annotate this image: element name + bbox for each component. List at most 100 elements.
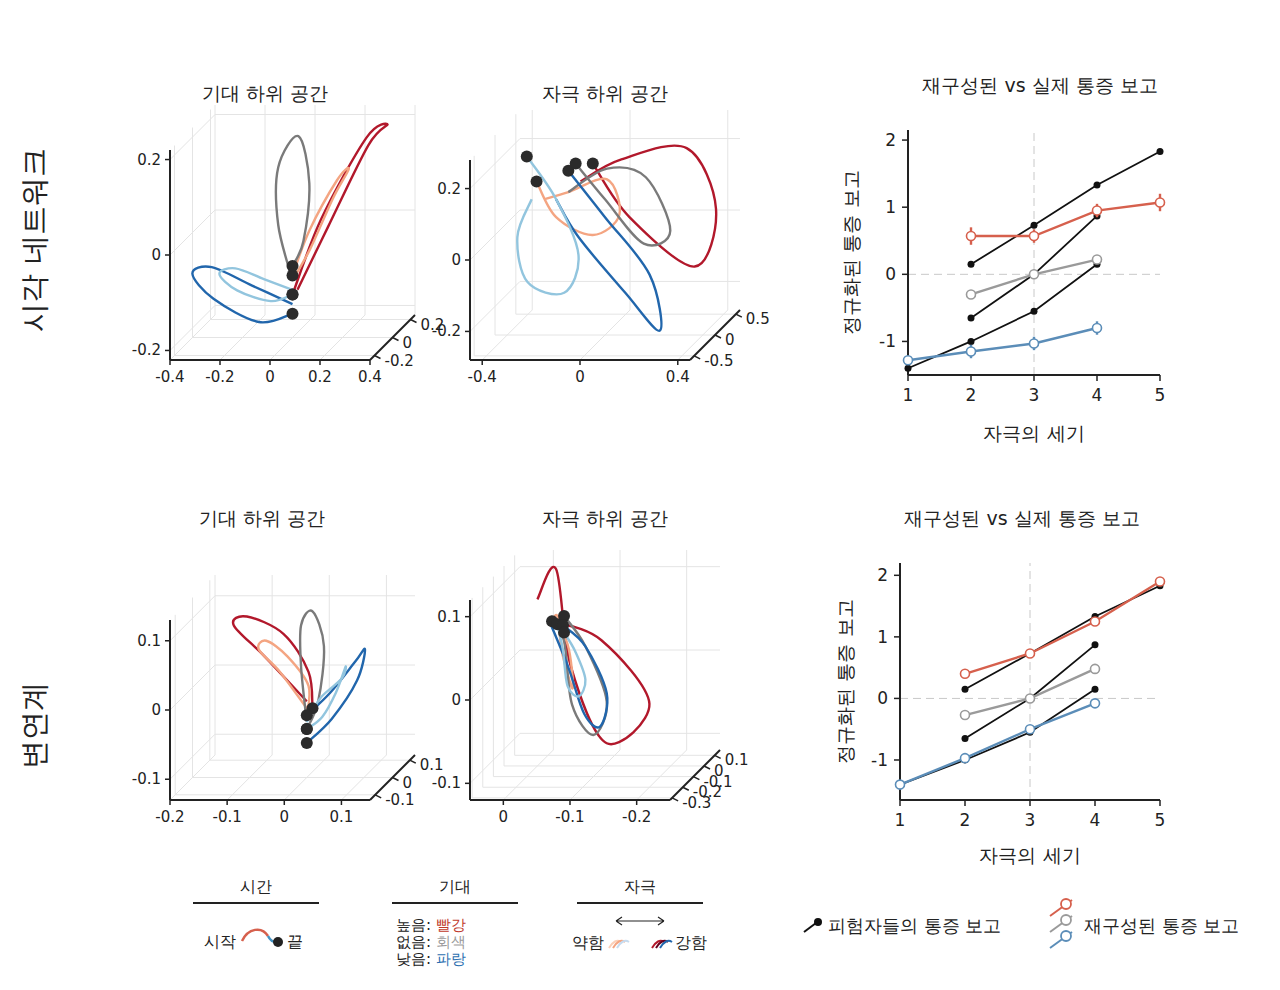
legend-text: 재구성된 통증 보고 (1084, 915, 1239, 936)
marks (896, 577, 1165, 789)
tick (319, 360, 321, 365)
tick (894, 636, 900, 638)
tick (465, 783, 470, 785)
legend-swatch (1050, 932, 1072, 948)
grid-line (570, 750, 620, 800)
legend: 시간시작끝기대높음: 빨강없음: 회색낮음: 파랑자극약함강함피험자들의 통증 … (193, 877, 1239, 968)
legend-swatch (814, 918, 822, 926)
tick-label: 2 (966, 385, 977, 405)
tick (284, 800, 286, 805)
tick (677, 360, 679, 365)
tick (341, 800, 343, 805)
grid-line (520, 733, 720, 734)
grid-line (215, 665, 415, 666)
grid-line (470, 210, 520, 260)
tick-label: 0 (499, 808, 509, 826)
tick-label: 5 (1155, 385, 1166, 405)
tick (636, 800, 638, 805)
axis-label: 자극의 세기 (979, 844, 1080, 866)
tick-label: -0.2 (622, 808, 651, 826)
tick-label: -0.1 (213, 808, 242, 826)
end-dot (301, 709, 313, 721)
tick (369, 360, 371, 365)
point (1092, 641, 1099, 648)
trajectory (551, 624, 608, 727)
tick-label: 0 (403, 774, 413, 792)
grid-line (470, 139, 520, 189)
series-line (965, 645, 1095, 739)
tick (269, 360, 271, 365)
tick-label: -0.2 (155, 808, 184, 826)
end-dot (287, 308, 299, 320)
tick-label: -0.2 (205, 368, 234, 386)
tick-label: -0.2 (385, 352, 414, 370)
tick (704, 766, 710, 769)
trajectory (556, 171, 661, 331)
tick-label: 0.2 (308, 368, 332, 386)
tick (165, 778, 170, 780)
trajectory (537, 567, 649, 744)
legend-swatch (1050, 900, 1072, 916)
legend-text: 강함 (675, 933, 707, 952)
end-dot (587, 158, 599, 170)
series-line (965, 669, 1095, 715)
tick (411, 320, 417, 323)
tick-label: 0.1 (725, 751, 749, 769)
axis-label: 자극의 세기 (983, 422, 1084, 444)
title: 자극 하위 공간 (542, 82, 668, 104)
tick-label: 0 (877, 688, 888, 708)
tick-label: -0.2 (432, 322, 461, 340)
tick (169, 800, 171, 805)
legend-text: 높음: 빨강 (396, 916, 466, 934)
grid-line (470, 567, 520, 617)
tick-label: 0.1 (420, 756, 444, 774)
legend-title: 시간 (240, 877, 272, 896)
point (896, 780, 905, 789)
legend-rule (392, 902, 518, 904)
end-dot (287, 289, 299, 301)
tick-label: 0 (575, 368, 585, 386)
trajectory-panel: 자극 하위 공간-0.400.4-0.500.5-0.200.2 (432, 82, 770, 386)
trajectory (192, 267, 292, 323)
point (1157, 148, 1164, 155)
title: 재구성된 vs 실제 통증 보고 (904, 507, 1139, 529)
title: 자극 하위 공간 (542, 507, 668, 529)
tick-label: 0 (265, 368, 275, 386)
point (1030, 339, 1039, 348)
tick (219, 360, 221, 365)
point (1027, 695, 1034, 702)
point (967, 290, 976, 299)
trajectory (581, 146, 717, 267)
reference-line (1030, 563, 1031, 800)
point (1030, 232, 1039, 241)
legend-color-word: 파랑 (436, 950, 466, 968)
tick-label: 3 (1025, 810, 1036, 830)
tick-label: 0 (151, 246, 161, 264)
tick-label: 0 (151, 701, 161, 719)
tick (465, 188, 470, 190)
tick-label: 0.1 (437, 608, 461, 626)
y-axis (899, 563, 901, 800)
end-dot (531, 175, 543, 187)
tick-label: -0.1 (555, 808, 584, 826)
point (1094, 182, 1101, 189)
grid-line (520, 650, 720, 651)
grid-line (516, 314, 736, 315)
grid-line (170, 596, 215, 641)
marks (904, 148, 1165, 372)
trajectory (557, 624, 585, 696)
tick-label: 0.1 (137, 632, 161, 650)
tick-label: -0.2 (132, 341, 161, 359)
tick (165, 640, 170, 642)
legend-swatch (1061, 931, 1071, 941)
tick-label: 0.5 (746, 310, 770, 328)
trajectory (307, 666, 346, 729)
tick-label: 0 (451, 251, 461, 269)
marks (517, 146, 716, 331)
legend-swatch (660, 941, 672, 948)
tick (693, 777, 699, 780)
tick (165, 159, 170, 161)
tick-label: 0.2 (437, 180, 461, 198)
tick (465, 699, 470, 701)
series-line (908, 328, 1097, 360)
